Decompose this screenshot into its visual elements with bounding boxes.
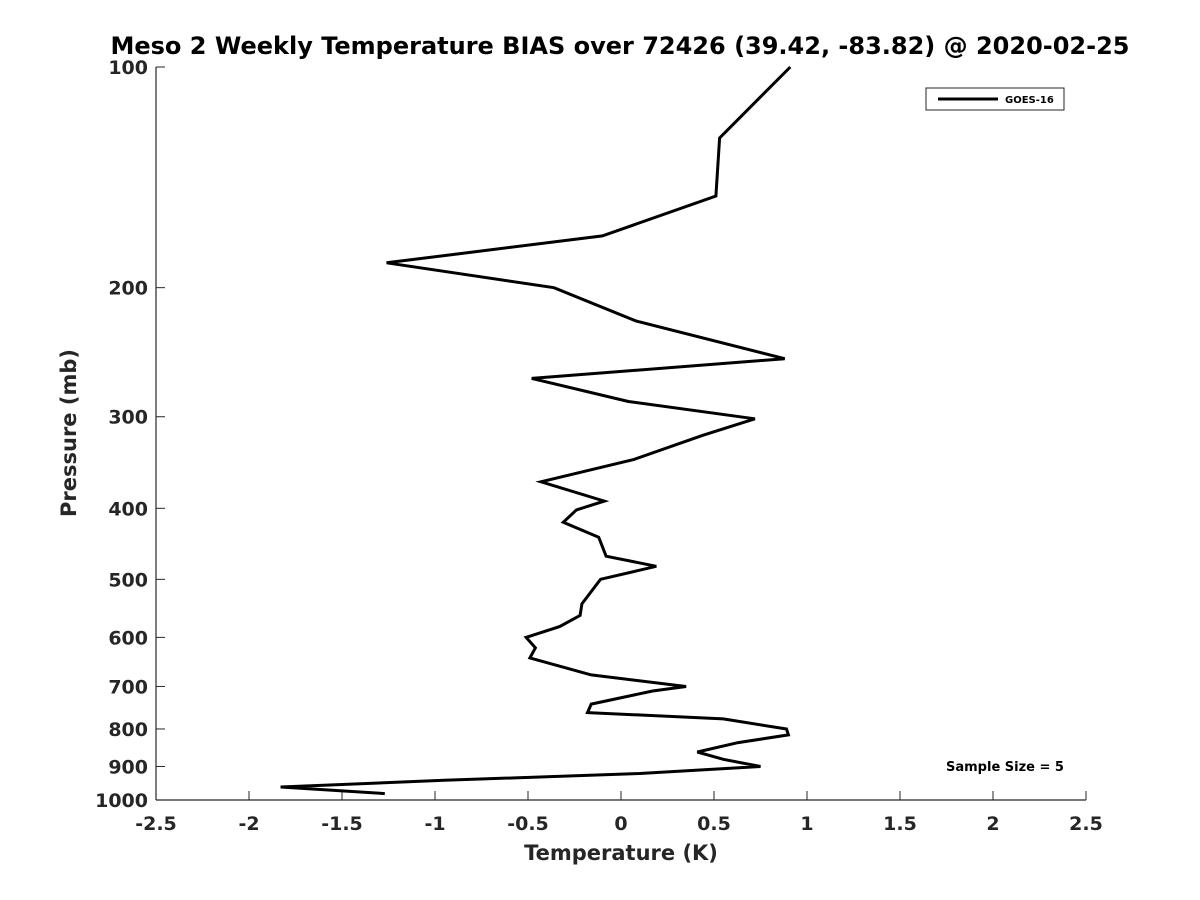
y-tick-label: 800 bbox=[108, 719, 148, 741]
y-tick-label: 900 bbox=[108, 756, 148, 778]
plot-area: -2.5 -2 -1.5 -1 -0.5 0 0.5 1 1.5 2 2.5 100 200 300 40… bbox=[95, 57, 1103, 835]
x-tick-label: -1.5 bbox=[321, 813, 363, 835]
series-layer bbox=[280, 65, 792, 796]
x-axis-label: Temperature (K) bbox=[524, 841, 718, 865]
x-tick-label: 2 bbox=[986, 813, 999, 835]
x-tick-label: 1 bbox=[800, 813, 813, 835]
y-axis-ticks: 100 200 300 400 500 600 700 800 900 1000 bbox=[95, 57, 165, 812]
y-tick-label: 500 bbox=[108, 569, 148, 591]
x-tick-label: 0.5 bbox=[697, 813, 731, 835]
sample-size-annotation: Sample Size = 5 bbox=[946, 760, 1064, 775]
y-tick-label: 400 bbox=[108, 498, 148, 520]
x-tick-label: 2.5 bbox=[1069, 813, 1103, 835]
chart-title: Meso 2 Weekly Temperature BIAS over 7242… bbox=[110, 32, 1129, 60]
y-tick-label: 200 bbox=[108, 278, 148, 300]
y-axis-label: Pressure (mb) bbox=[57, 349, 81, 517]
x-tick-label: 0 bbox=[614, 813, 627, 835]
legend-label-goes-16: GOES-16 bbox=[1005, 95, 1054, 106]
y-tick-label: 1000 bbox=[95, 790, 148, 812]
x-tick-label: -2 bbox=[238, 813, 259, 835]
x-tick-label: 1.5 bbox=[883, 813, 917, 835]
y-tick-label: 700 bbox=[108, 676, 148, 698]
legend: GOES-16 bbox=[925, 87, 1065, 111]
x-axis-ticks: -2.5 -2 -1.5 -1 -0.5 0 0.5 1 1.5 2 2.5 bbox=[135, 791, 1103, 835]
x-tick-label: -0.5 bbox=[507, 813, 549, 835]
x-tick-label: -2.5 bbox=[135, 813, 177, 835]
y-tick-label: 100 bbox=[108, 57, 148, 79]
y-tick-label: 600 bbox=[108, 627, 148, 649]
x-tick-label: -1 bbox=[424, 813, 445, 835]
series-line-goes-16 bbox=[280, 65, 792, 796]
y-tick-label: 300 bbox=[108, 407, 148, 429]
